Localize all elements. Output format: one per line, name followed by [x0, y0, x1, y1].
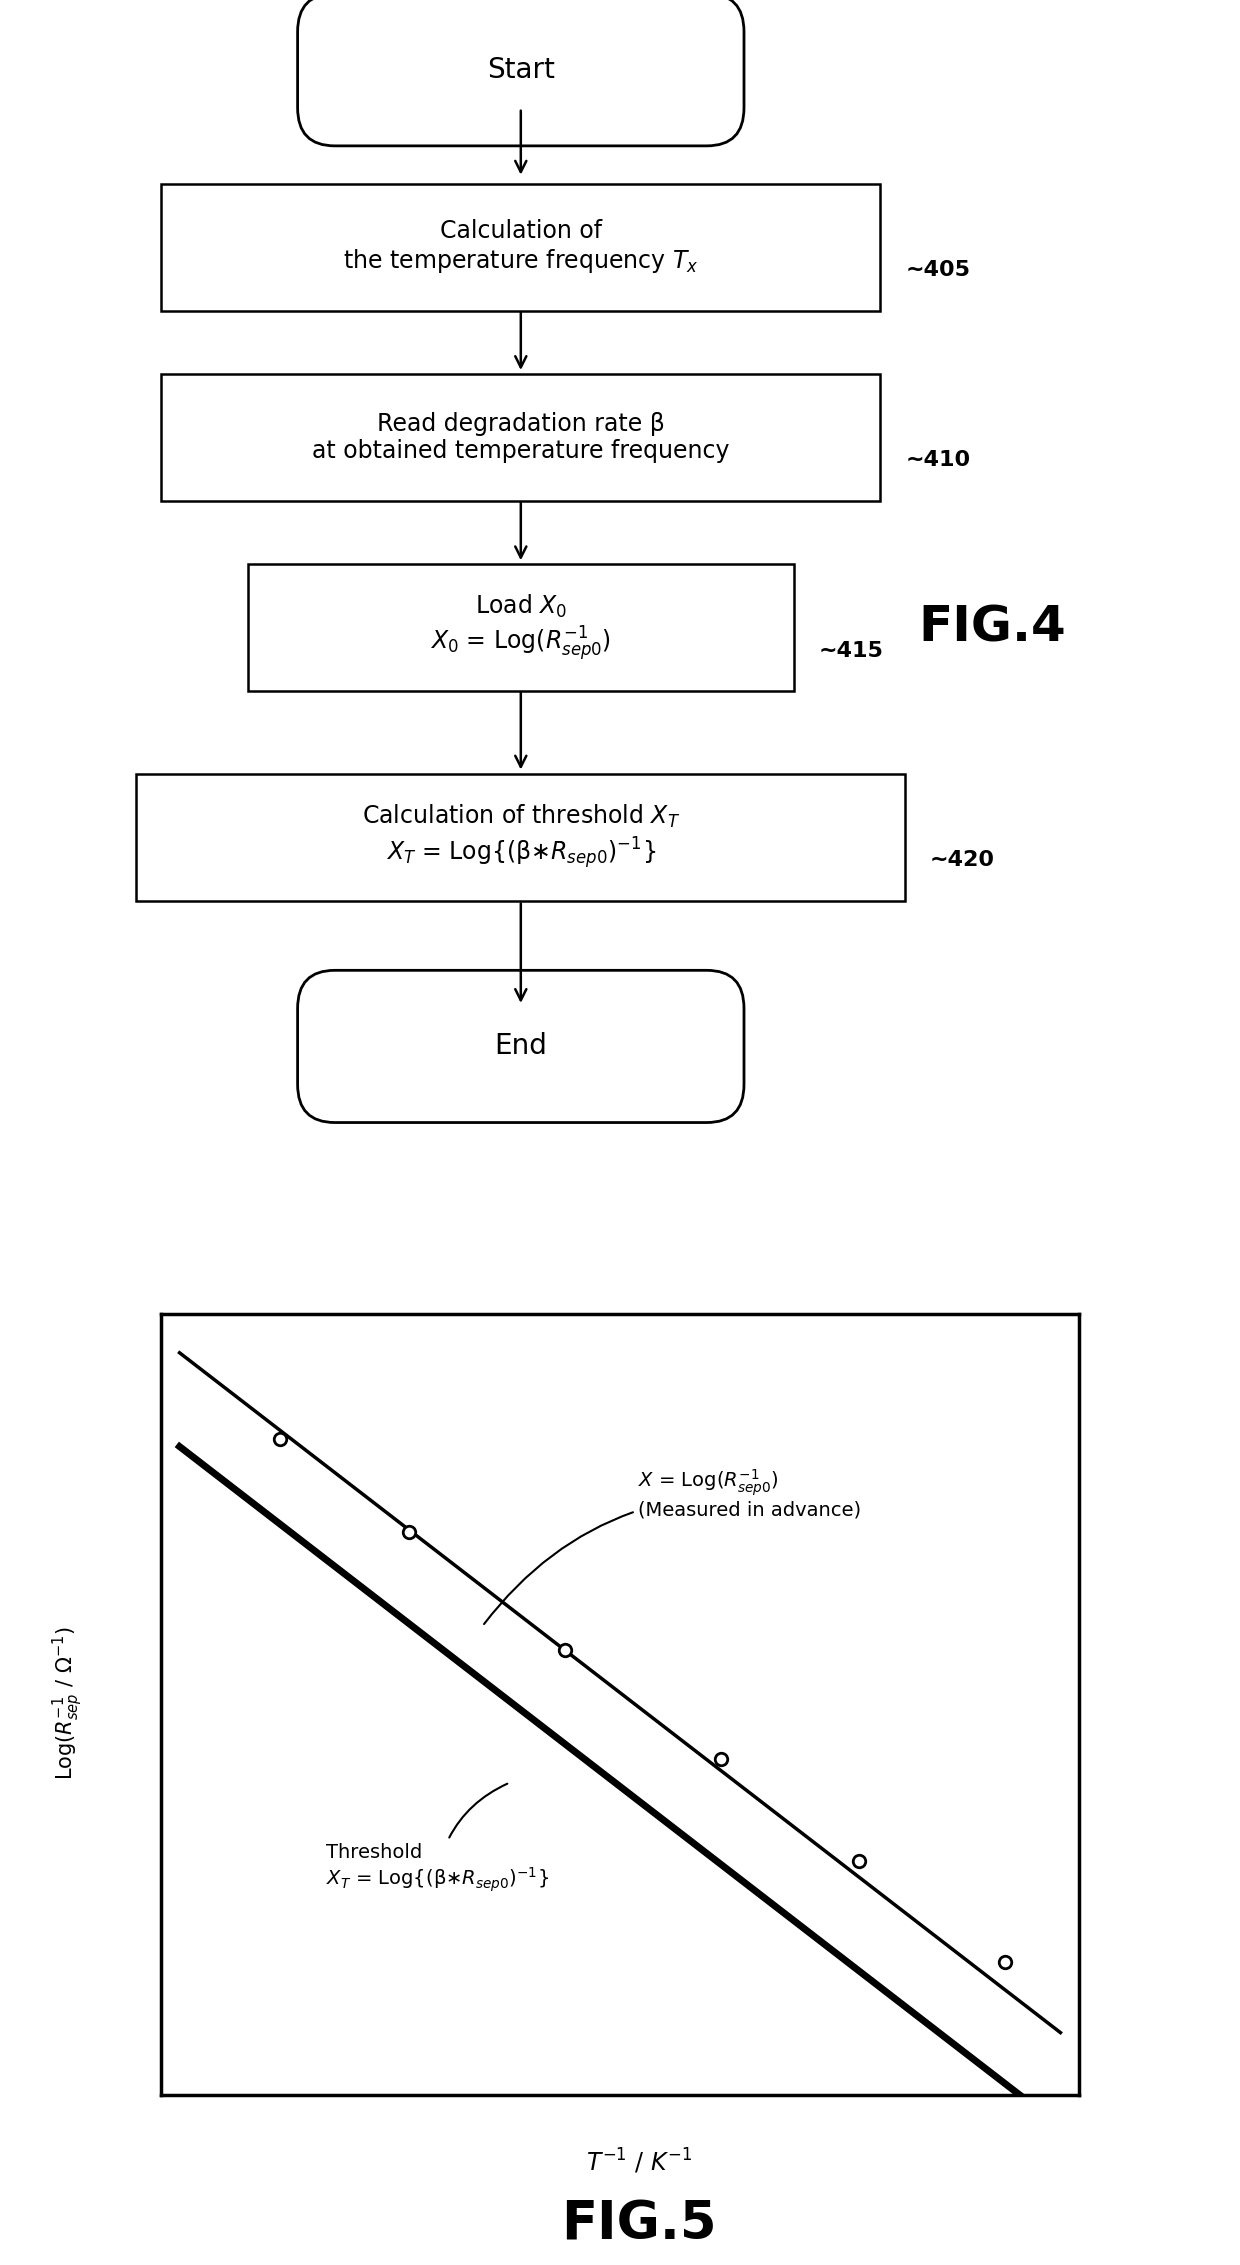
FancyBboxPatch shape — [298, 969, 744, 1123]
Text: ~415: ~415 — [818, 641, 883, 661]
Text: Load $X_0$
$X_0$ = Log($R_{sep0}^{-1}$): Load $X_0$ $X_0$ = Log($R_{sep0}^{-1}$) — [430, 593, 611, 664]
Text: Read degradation rate β
at obtained temperature frequency: Read degradation rate β at obtained temp… — [312, 412, 729, 464]
Text: FIG.4: FIG.4 — [918, 605, 1066, 652]
Text: ~410: ~410 — [905, 451, 971, 471]
Text: Calculation of threshold $X_T$
$X_T$ = Log{(β∗$R_{sep0})^{-1}$}: Calculation of threshold $X_T$ $X_T$ = L… — [362, 804, 680, 872]
FancyBboxPatch shape — [248, 564, 794, 691]
FancyBboxPatch shape — [161, 183, 880, 310]
Text: Start: Start — [487, 57, 554, 84]
Text: End: End — [495, 1033, 547, 1060]
Text: $X$ = Log($R_{sep0}^{-1}$)
(Measured in advance): $X$ = Log($R_{sep0}^{-1}$) (Measured in … — [484, 1468, 862, 1624]
Text: Log($R_{sep}^{-1}$ / $\Omega ^{-1}$): Log($R_{sep}^{-1}$ / $\Omega ^{-1}$) — [51, 1626, 86, 1780]
Text: ~420: ~420 — [930, 849, 994, 870]
Text: Calculation of
the temperature frequency $\mathit{T}_x$: Calculation of the temperature frequency… — [343, 220, 698, 276]
Text: FIG.5: FIG.5 — [560, 2199, 717, 2249]
FancyBboxPatch shape — [161, 374, 880, 501]
Text: ~405: ~405 — [905, 260, 970, 281]
FancyBboxPatch shape — [136, 775, 905, 901]
Text: $T^{-1}$ / $K^{-1}$: $T^{-1}$ / $K^{-1}$ — [585, 2147, 692, 2177]
FancyBboxPatch shape — [298, 0, 744, 145]
Text: Threshold
$X_T$ = Log{(β∗$R_{sep0})^{-1}$}: Threshold $X_T$ = Log{(β∗$R_{sep0})^{-1}… — [326, 1783, 549, 1894]
